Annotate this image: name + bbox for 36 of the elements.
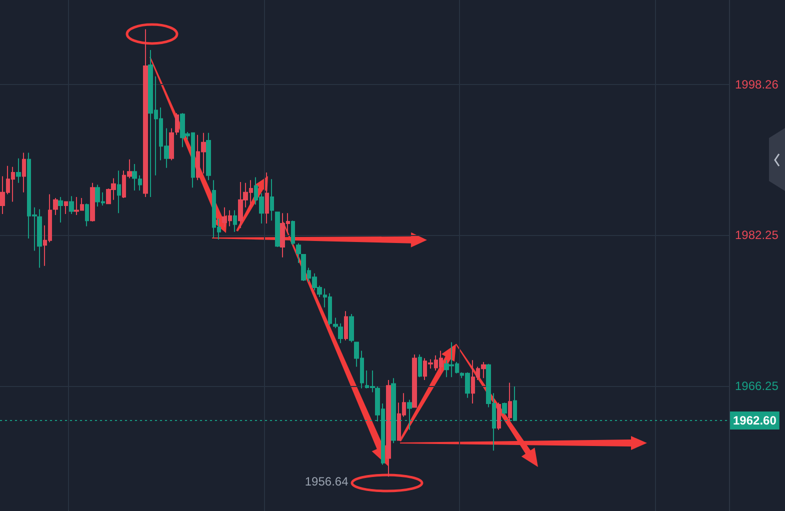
candlestick [90,182,95,222]
candlestick [386,379,391,478]
candlestick [206,132,211,181]
y-tick-label: 1998.26 [735,77,779,92]
candlestick [270,178,274,222]
candlestick [64,201,68,215]
candlestick [508,382,512,421]
candlestick [85,203,89,227]
y-tick-label: 1982.25 [735,228,779,242]
candlestick [37,208,42,268]
candlestick [418,354,422,378]
annotation: 1956.64 [304,474,349,489]
candlestick [338,322,343,344]
candlestick [344,310,348,341]
candlestick [138,174,142,191]
candlestick [296,242,301,264]
candlestick [143,28,148,198]
ref-line-label: 1962.60 [733,413,777,428]
candlestick [265,172,269,224]
candlestick [117,170,121,214]
candlestick [132,164,137,191]
candlestick [22,152,26,193]
candlestick [233,210,237,232]
candlestick [497,402,501,430]
candlestick [275,212,280,248]
candlestick [291,220,295,246]
candlestick [333,317,338,329]
candlestick [69,196,74,215]
candlestick [175,112,179,136]
candlestick [349,313,354,343]
candlestick [412,354,417,408]
y-tick-label: 1966.25 [735,379,779,394]
candlestick [502,402,507,416]
candlestick [16,158,21,184]
candlestick [169,128,174,161]
candlestick [58,196,63,223]
